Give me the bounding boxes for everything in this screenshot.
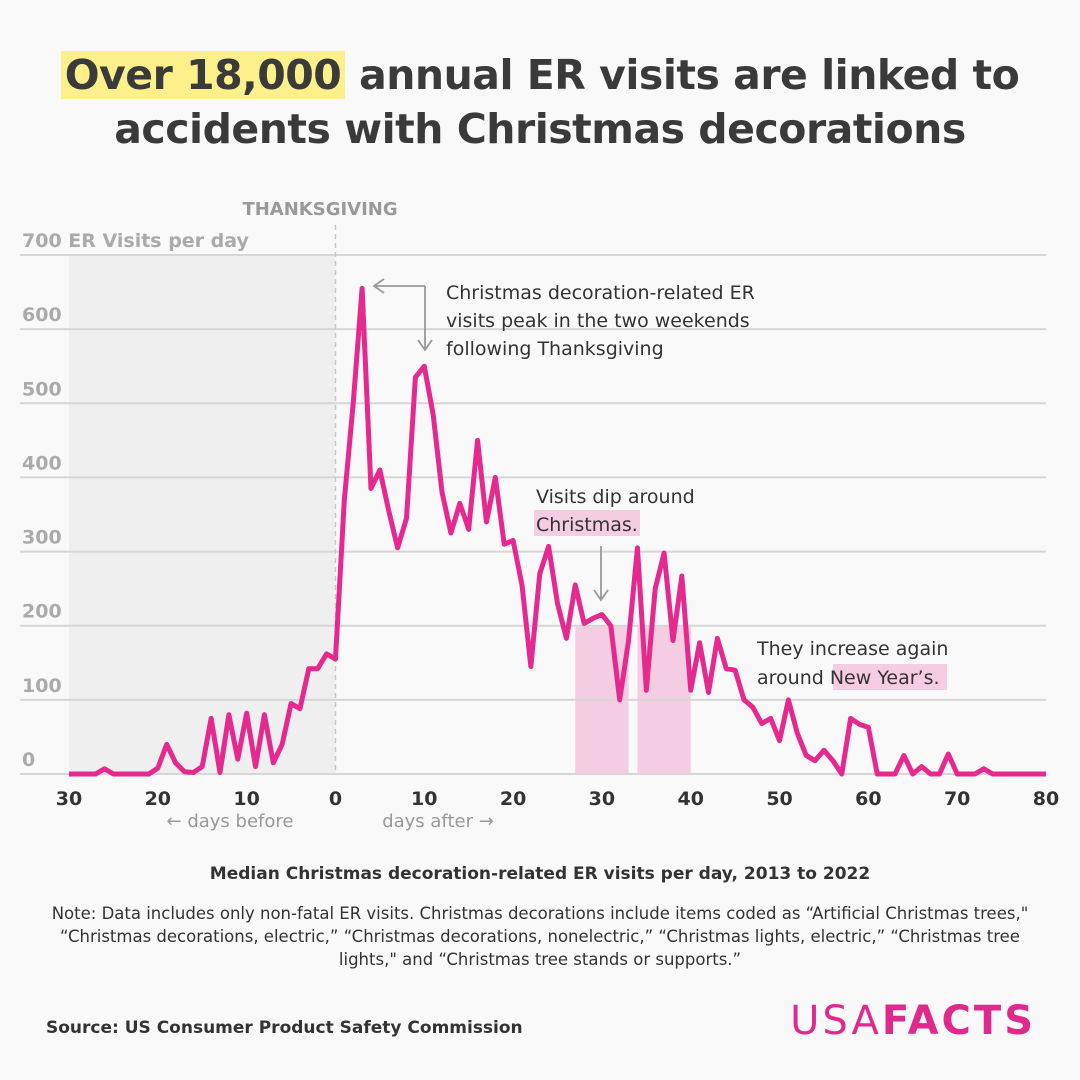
- x-tick-label: 30: [56, 788, 82, 810]
- peak-annotation: Christmas decoration-related ER: [446, 282, 755, 304]
- data-line: [69, 285, 1046, 777]
- christmas-highlight: [534, 510, 640, 536]
- chart-caption: Median Christmas decoration-related ER v…: [209, 864, 871, 884]
- source-text: Source: US Consumer Product Safety Commi…: [46, 1018, 523, 1038]
- x-tick-label: 30: [589, 788, 615, 810]
- peak-arrow: [372, 278, 433, 352]
- x-tick-label: 60: [855, 788, 881, 810]
- y-tick-label: 200: [22, 601, 62, 623]
- peak-annotation: visits peak in the two weekends: [446, 310, 750, 332]
- x-tick-label: 10: [411, 788, 437, 810]
- new-year-annotation: around New Year’s.: [757, 667, 940, 689]
- dip-annotation: Visits dip around: [536, 486, 695, 508]
- y-tick-label: 100: [22, 675, 62, 697]
- thanksgiving-label: THANKSGIVING: [242, 199, 397, 220]
- x-tick-label: 50: [766, 788, 792, 810]
- title-line1: annual ER visits are linked to: [345, 51, 1020, 99]
- x-tick-label: 40: [678, 788, 704, 810]
- chart-title: Over 18,000 annual ER visits are linked …: [0, 48, 1080, 156]
- y-tick-label: 400: [22, 452, 62, 474]
- x-after-label: days after →: [382, 811, 494, 832]
- title-highlight: Over 18,000: [60, 51, 346, 99]
- chart-note: Note: Data includes only non-fatal ER vi…: [51, 904, 1029, 969]
- peak-annotation: following Thanksgiving: [446, 338, 664, 360]
- title-line2: accidents with Christmas decorations: [114, 105, 966, 153]
- y-tick-label: 500: [22, 378, 62, 400]
- x-tick-label: 70: [944, 788, 970, 810]
- x-before-label: ← days before: [167, 811, 294, 832]
- usafacts-logo: USAFACTS: [790, 998, 1036, 1044]
- before-thanksgiving-shade: [69, 255, 336, 774]
- x-tick-label: 80: [1033, 788, 1059, 810]
- y-tick-label: 600: [22, 304, 62, 326]
- y-tick-label: 300: [22, 527, 62, 549]
- new-year-highlight: [833, 664, 947, 690]
- new-year-annotation: They increase again: [756, 638, 948, 660]
- x-tick-label: 20: [145, 788, 171, 810]
- dip-annotation: Christmas.: [536, 514, 638, 536]
- x-tick-label: 0: [329, 788, 342, 810]
- y-tick-label: 700 ER Visits per day: [22, 230, 250, 252]
- y-tick-label: 0: [22, 749, 35, 771]
- dip-arrow: [593, 546, 609, 602]
- x-tick-label: 10: [233, 788, 259, 810]
- x-tick-label: 20: [500, 788, 526, 810]
